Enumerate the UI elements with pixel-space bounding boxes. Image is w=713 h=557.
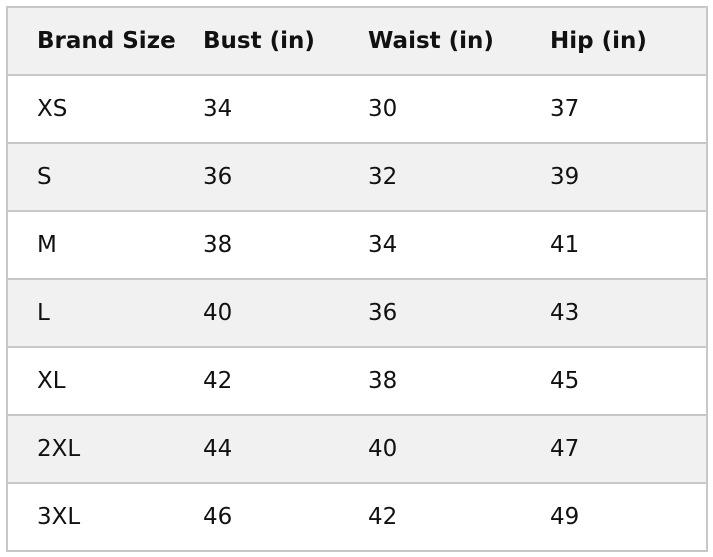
cell-size: XL <box>7 346 203 415</box>
cell-hip: 39 <box>550 142 707 211</box>
cell-waist: 34 <box>368 210 550 279</box>
table-row: L 40 36 43 <box>7 278 707 347</box>
cell-bust: 40 <box>203 278 368 347</box>
cell-bust: 46 <box>203 482 368 551</box>
table-row: 2XL 44 40 47 <box>7 414 707 483</box>
cell-waist: 40 <box>368 414 550 483</box>
cell-size: 3XL <box>7 482 203 551</box>
cell-size: S <box>7 142 203 211</box>
cell-hip: 49 <box>550 482 707 551</box>
cell-waist: 36 <box>368 278 550 347</box>
header-hip: Hip (in) <box>550 6 707 75</box>
table-row: M 38 34 41 <box>7 210 707 279</box>
table-row: XL 42 38 45 <box>7 346 707 415</box>
header-bust: Bust (in) <box>203 6 368 75</box>
table-row: S 36 32 39 <box>7 142 707 211</box>
cell-size: L <box>7 278 203 347</box>
cell-bust: 42 <box>203 346 368 415</box>
cell-size: M <box>7 210 203 279</box>
header-row: Brand Size Bust (in) Waist (in) Hip (in) <box>7 6 707 75</box>
cell-waist: 32 <box>368 142 550 211</box>
cell-bust: 38 <box>203 210 368 279</box>
cell-hip: 47 <box>550 414 707 483</box>
cell-hip: 43 <box>550 278 707 347</box>
table-row: 3XL 46 42 49 <box>7 482 707 551</box>
cell-hip: 37 <box>550 74 707 143</box>
cell-size: 2XL <box>7 414 203 483</box>
cell-waist: 30 <box>368 74 550 143</box>
cell-hip: 45 <box>550 346 707 415</box>
cell-hip: 41 <box>550 210 707 279</box>
header-waist: Waist (in) <box>368 6 550 75</box>
cell-waist: 38 <box>368 346 550 415</box>
cell-bust: 44 <box>203 414 368 483</box>
cell-waist: 42 <box>368 482 550 551</box>
cell-size: XS <box>7 74 203 143</box>
cell-bust: 34 <box>203 74 368 143</box>
table-row: XS 34 30 37 <box>7 74 707 143</box>
size-chart-table: Brand Size Bust (in) Waist (in) Hip (in)… <box>6 6 708 552</box>
header-brand-size: Brand Size <box>7 6 203 75</box>
cell-bust: 36 <box>203 142 368 211</box>
